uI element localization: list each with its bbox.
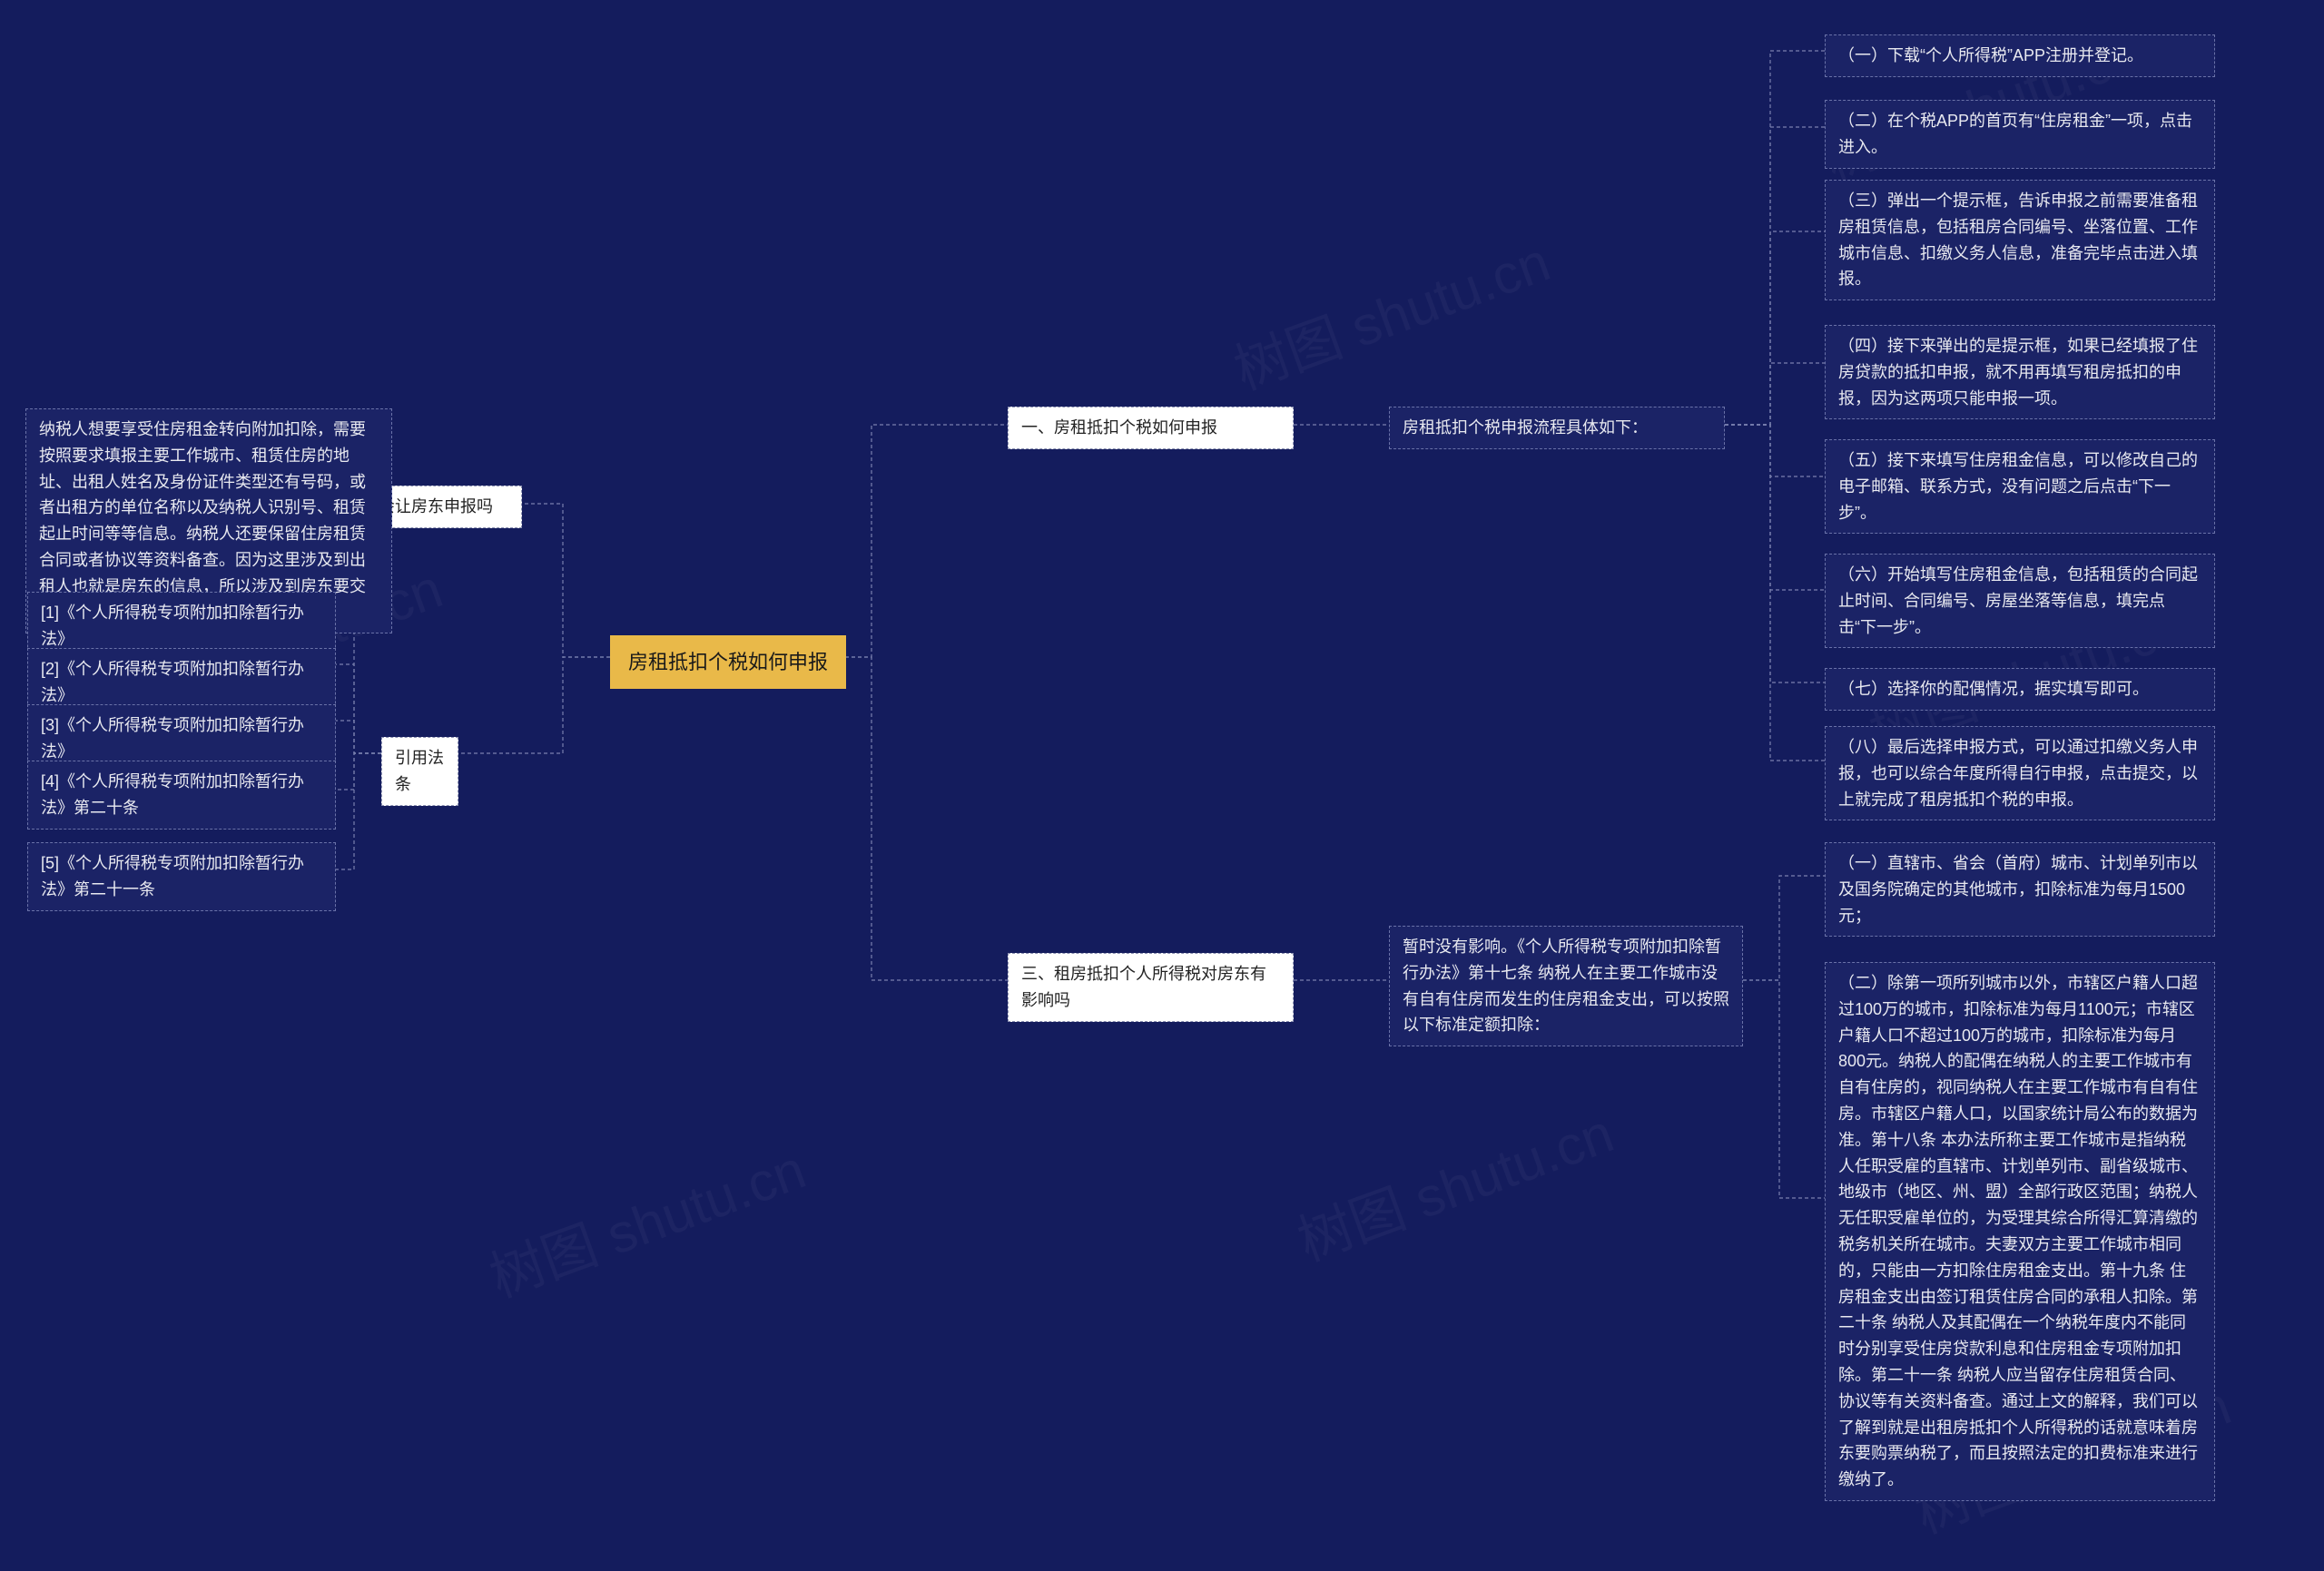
branch-3-child: 暂时没有影响。《个人所得税专项附加扣除暂行办法》第十七条 纳税人在主要工作城市没… <box>1389 926 1743 1046</box>
branch-1-leaf-3: （三）弹出一个提示框，告诉申报之前需要准备租房租赁信息，包括租房合同编号、坐落位… <box>1825 180 2215 300</box>
branch-1-leaf-5: （五）接下来填写住房租金信息，可以修改自己的电子邮箱、联系方式，没有问题之后点击… <box>1825 439 2215 534</box>
cite-5: [5]《个人所得税专项附加扣除暂行办法》第二十一条 <box>27 842 336 911</box>
branch-1-leaf-2: （二）在个税APP的首页有“住房租金”一项，点击进入。 <box>1825 100 2215 169</box>
branch-1-leaf-6: （六）开始填写住房租金信息，包括租赁的合同起止时间、合同编号、房屋坐落等信息，填… <box>1825 554 2215 648</box>
root-node: 房租抵扣个税如何申报 <box>610 635 846 689</box>
branch-cite: 引用法条 <box>381 737 458 806</box>
branch-3: 三、租房抵扣个人所得税对房东有影响吗 <box>1008 953 1294 1022</box>
branch-1-child: 房租抵扣个税申报流程具体如下： <box>1389 407 1725 449</box>
branch-1-leaf-8: （八）最后选择申报方式，可以通过扣缴义务人申报，也可以综合年度所得自行申报，点击… <box>1825 726 2215 820</box>
branch-1-leaf-4: （四）接下来弹出的是提示框，如果已经填报了住房贷款的抵扣申报，就不用再填写租房抵… <box>1825 325 2215 419</box>
branch-1-leaf-1: （一）下载“个人所得税”APP注册并登记。 <box>1825 34 2215 77</box>
cite-4: [4]《个人所得税专项附加扣除暂行办法》第二十条 <box>27 761 336 830</box>
branch-1-leaf-7: （七）选择你的配偶情况，据实填写即可。 <box>1825 668 2215 711</box>
watermark: 树图 shutu.cn <box>1285 1089 1622 1276</box>
watermark: 树图 shutu.cn <box>478 1125 814 1312</box>
branch-3-leaf-1: （一）直辖市、省会（首府）城市、计划单列市以及国务院确定的其他城市，扣除标准为每… <box>1825 842 2215 937</box>
branch-3-leaf-2: （二）除第一项所列城市以外，市辖区户籍人口超过100万的城市，扣除标准为每月11… <box>1825 962 2215 1501</box>
watermark: 树图 shutu.cn <box>1222 218 1559 405</box>
branch-1: 一、房租抵扣个税如何申报 <box>1008 407 1294 449</box>
